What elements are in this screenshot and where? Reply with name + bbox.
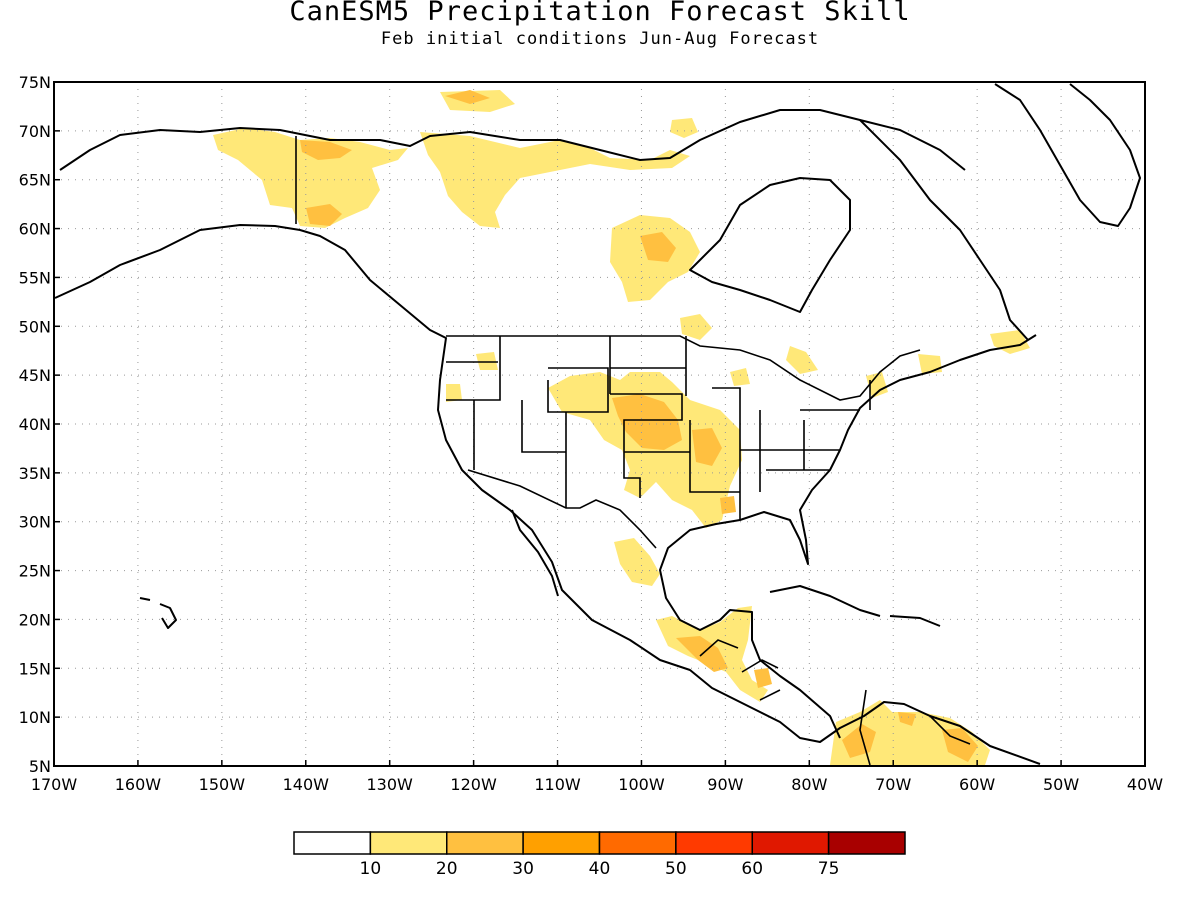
skill-patches <box>213 90 1030 765</box>
colorbar-swatch <box>675 831 753 855</box>
map-title: CanESM5 Precipitation Forecast Skill <box>289 0 911 27</box>
border-us-canada <box>446 335 921 401</box>
colorbar-swatch <box>522 831 601 855</box>
political-borders <box>295 136 971 766</box>
skill-patch <box>420 132 690 228</box>
skill-patch <box>614 538 660 586</box>
skill-patch <box>754 668 772 688</box>
skill-patch <box>306 204 342 226</box>
lon-tick-label: 140W <box>283 775 330 794</box>
state-lines <box>446 336 871 520</box>
skill-patch <box>720 496 736 514</box>
lat-tick-label: 45N <box>19 366 51 385</box>
lat-tick-label: 25N <box>19 562 51 581</box>
lat-tick-label: 35N <box>19 464 51 483</box>
lat-tick-label: 70N <box>19 122 51 141</box>
lon-tick-label: 120W <box>450 775 497 794</box>
lon-tick-label: 130W <box>367 775 414 794</box>
colorbar-label: 60 <box>741 859 763 879</box>
colorbar-label: 75 <box>818 859 840 879</box>
skill-patch <box>476 352 498 370</box>
lat-tick-label: 10N <box>19 708 51 727</box>
coastline-baja <box>511 509 559 597</box>
border-us-mexico <box>467 469 657 549</box>
skill-patch <box>898 712 916 726</box>
colorbar-swatch <box>598 831 677 855</box>
colorbar-swatch <box>827 831 906 855</box>
colorbar-label: 10 <box>360 859 382 879</box>
skill-patch <box>640 232 676 262</box>
skill-patch <box>866 372 888 398</box>
coastline-gulf <box>659 334 1037 739</box>
colorbar-swatch <box>369 831 448 855</box>
lon-tick-label: 80W <box>791 775 827 794</box>
lon-tick-label: 70W <box>875 775 911 794</box>
lon-tick-label: 90W <box>707 775 743 794</box>
skill-patch <box>670 118 698 138</box>
skill-patch <box>692 428 722 466</box>
lat-tick-label: 75N <box>19 73 51 92</box>
skill-patch <box>680 314 712 340</box>
south-america-borders <box>859 689 971 766</box>
lon-tick-label: 50W <box>1043 775 1079 794</box>
skill-patch <box>786 346 818 374</box>
skill-patch <box>842 724 876 758</box>
coastline-hawaii <box>139 597 177 629</box>
coastline-arctic <box>59 109 966 171</box>
coastline-cuba <box>769 585 881 617</box>
coastline-greenland <box>994 83 1141 227</box>
lat-tick-label: 60N <box>19 220 51 239</box>
skill-patch <box>612 394 682 450</box>
coastlines <box>54 83 1141 765</box>
lat-tick-label: 65N <box>19 171 51 190</box>
lat-tick-label: 20N <box>19 610 51 629</box>
skill-patch <box>730 368 750 386</box>
colorbar-label: 40 <box>589 859 611 879</box>
coastline-hispaniola <box>889 615 941 627</box>
colorbar-swatch <box>751 831 830 855</box>
lat-tick-label: 40N <box>19 415 51 434</box>
skill-patch <box>445 90 490 104</box>
lon-tick-label: 100W <box>618 775 665 794</box>
skill-patch <box>300 140 352 160</box>
central-america-borders <box>699 639 781 701</box>
lat-tick-label: 30N <box>19 513 51 532</box>
lat-tick-label: 50N <box>19 317 51 336</box>
lon-tick-label: 40W <box>1127 775 1163 794</box>
coastline-hudson-bay <box>689 177 851 313</box>
lon-tick-label: 170W <box>31 775 78 794</box>
lat-tick-label: 15N <box>19 659 51 678</box>
colorbar-swatch <box>293 831 372 855</box>
lon-tick-label: 160W <box>115 775 162 794</box>
skill-patch <box>446 384 462 402</box>
coastline-labrador <box>859 119 1029 341</box>
colorbar: 10 20 30 40 50 60 75 <box>293 831 906 879</box>
lat-tick-label: 5N <box>29 757 51 776</box>
colorbar-label: 30 <box>512 859 534 879</box>
lon-tick-label: 150W <box>199 775 246 794</box>
lon-tick-label: 110W <box>534 775 581 794</box>
lon-tick-label: 60W <box>959 775 995 794</box>
colorbar-label: 50 <box>665 859 687 879</box>
coastline-north-america <box>54 224 1041 765</box>
colorbar-swatch <box>446 831 524 855</box>
map-subtitle: Feb initial conditions Jun-Aug Forecast <box>380 29 820 49</box>
skill-patch <box>548 372 742 528</box>
skill-patch <box>213 128 408 228</box>
lat-tick-label: 55N <box>19 268 51 287</box>
colorbar-label: 20 <box>436 859 458 879</box>
axis-labels: 5N 10N 15N 20N 25N 30N 35N 40N 45N 50N 55N 60N 65N 70… <box>19 73 1164 794</box>
